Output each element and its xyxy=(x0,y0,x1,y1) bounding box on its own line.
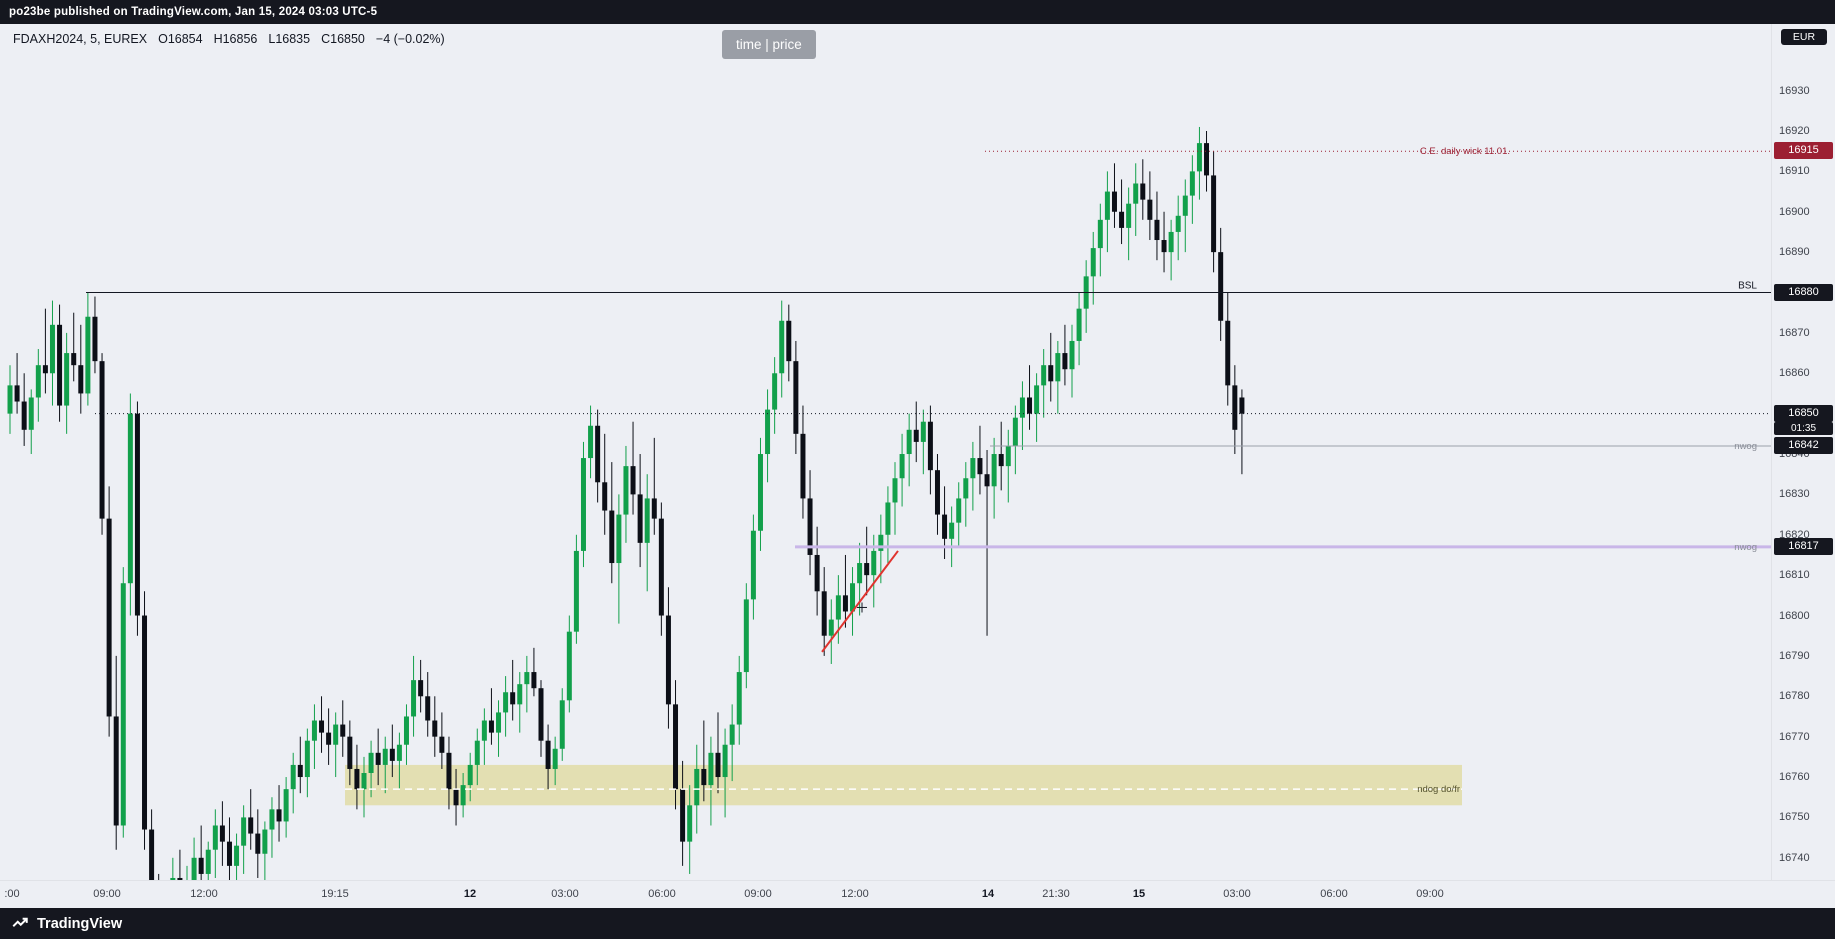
time-label: :00 xyxy=(4,888,20,900)
price-tick: 16860 xyxy=(1779,367,1810,380)
currency-badge: EUR xyxy=(1781,29,1827,45)
ndog-zone xyxy=(345,764,1462,806)
time-label: 06:00 xyxy=(1320,888,1348,900)
bar-countdown: 01:35 xyxy=(1774,421,1833,435)
time-label: 19:15 xyxy=(321,888,349,900)
price-badge: 16880 xyxy=(1774,283,1833,301)
bsl-line-label: BSL xyxy=(1738,281,1757,292)
ndog-zone-label: ndog do/fr xyxy=(1417,784,1460,795)
price-tick: 16870 xyxy=(1779,326,1810,339)
price-tick: 16910 xyxy=(1779,165,1810,178)
footer-bar: TradingView xyxy=(0,908,1835,939)
price-badge: 16817 xyxy=(1774,537,1833,555)
publish-info-text: po23be published on TradingView.com, Jan… xyxy=(9,6,378,18)
tradingview-brand[interactable]: TradingView xyxy=(37,915,123,932)
price-change: −4 (−0.02%) xyxy=(375,32,445,46)
symbol-title: FDAXH2024, 5, EUREX xyxy=(13,32,148,46)
price-tick: 16920 xyxy=(1779,125,1810,137)
price-tick: 16740 xyxy=(1779,851,1810,864)
price-tick: 16820 xyxy=(1779,528,1810,541)
ce-daily-wick-line-label: C.E. daily wick 11.01. xyxy=(1420,146,1510,157)
nwog-upper-line-label: nwog xyxy=(1734,441,1757,452)
price-tick: 16780 xyxy=(1779,690,1810,703)
trendline xyxy=(821,550,899,653)
ohlc-close: C16850 xyxy=(321,32,365,46)
price-tick: 16830 xyxy=(1779,488,1810,501)
price-badge: 16850 xyxy=(1774,404,1833,422)
price-tick: 16790 xyxy=(1779,649,1810,662)
tradingview-logo-icon xyxy=(12,917,28,927)
price-tick: 16760 xyxy=(1779,771,1810,784)
symbol-legend: FDAXH2024, 5, EUREX O16854 H16856 L16835… xyxy=(13,32,445,46)
time-label: 12 xyxy=(463,888,477,900)
time-label: 09:00 xyxy=(93,888,121,900)
time-label: 03:00 xyxy=(551,888,579,900)
nwog-lower-line-label: nwog xyxy=(1734,542,1757,553)
price-badge: 16842 xyxy=(1774,436,1833,454)
price-tick: 16890 xyxy=(1779,246,1810,259)
time-label: 12:00 xyxy=(841,888,869,900)
price-badge: 16915 xyxy=(1774,142,1833,160)
time-label: 09:00 xyxy=(744,888,772,900)
price-tick: 16930 xyxy=(1779,84,1810,97)
price-axis[interactable]: EUR 16740 16750 16760 16770 16780 16790 16800 1… xyxy=(1771,24,1835,880)
chart-container: BSL C.E. daily wick 11.01. nwog nwog ndog do… xyxy=(0,24,1835,908)
price-tick: 16750 xyxy=(1779,811,1810,824)
time-label: 06:00 xyxy=(648,888,676,900)
price-tick: 16800 xyxy=(1779,609,1810,622)
ohlc-high: H16856 xyxy=(213,32,258,46)
time-label: 09:00 xyxy=(1416,888,1444,900)
time-label: 14 xyxy=(981,888,995,900)
candlestick-chart[interactable]: BSL C.E. daily wick 11.01. nwog nwog ndog do… xyxy=(0,24,1771,880)
ohlc-open: O16854 xyxy=(158,32,203,46)
time-label: 12:00 xyxy=(190,888,218,900)
price-tick: 16810 xyxy=(1779,569,1810,582)
time-axis[interactable]: :00 09:00 12:00 19:15 12 03:00 06:00 09:00 12:00… xyxy=(0,880,1835,908)
price-tick: 16770 xyxy=(1779,730,1810,743)
time-label: 21:30 xyxy=(1042,888,1070,900)
publish-info-bar: po23be published on TradingView.com, Jan… xyxy=(0,0,1835,24)
ohlc-low: L16835 xyxy=(268,32,311,46)
time-label: 15 xyxy=(1132,888,1146,900)
price-tick: 16900 xyxy=(1779,205,1810,218)
time-label: 03:00 xyxy=(1223,888,1251,900)
time-price-badge: time | price xyxy=(722,30,816,59)
